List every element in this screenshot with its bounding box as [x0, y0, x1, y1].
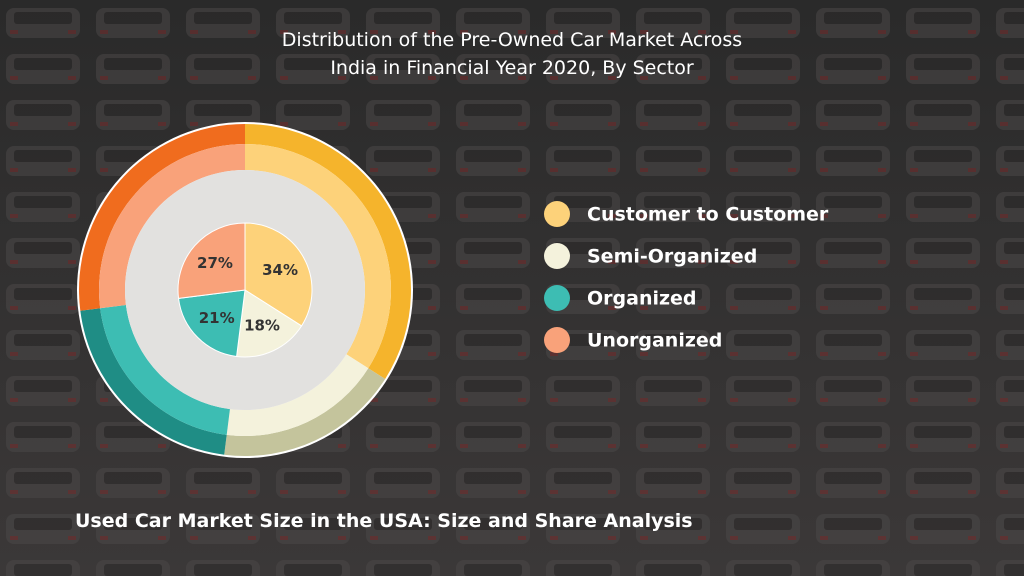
- pie-slice: [177, 289, 246, 358]
- legend-label: Organized: [587, 288, 697, 310]
- outer-ring-slice: [78, 124, 245, 311]
- ring-slice: [99, 144, 245, 309]
- caption: Used Car Market Size in the USA: Size an…: [75, 510, 693, 532]
- pie: 34% 18% 21% 27%: [77, 122, 413, 458]
- legend-swatch: [544, 243, 570, 269]
- ring-slice: [100, 305, 230, 435]
- data-label: 18%: [244, 317, 280, 335]
- data-label: 27%: [197, 254, 233, 272]
- legend: Customer to Customer Semi-Organized Organi…: [544, 201, 829, 353]
- outer-ring-slice: [224, 368, 386, 456]
- pie-slice: [177, 222, 246, 299]
- legend-swatch: [544, 201, 570, 227]
- data-label: 21%: [199, 309, 235, 327]
- legend-label: Customer to Customer: [587, 204, 829, 226]
- ring-slice: [226, 354, 369, 436]
- ring-slice: [245, 144, 391, 369]
- legend-label: Semi-Organized: [587, 246, 757, 268]
- data-label: 34%: [262, 261, 298, 279]
- legend-swatch: [544, 327, 570, 353]
- outer-ring-slice: [80, 308, 227, 455]
- outer-ring-slice: [245, 124, 411, 379]
- chart-title: Distribution of the Pre-Owned Car Market…: [281, 29, 743, 79]
- pie-slice: [236, 289, 303, 358]
- legend-swatch: [544, 285, 570, 311]
- legend-label: Unorganized: [587, 330, 722, 352]
